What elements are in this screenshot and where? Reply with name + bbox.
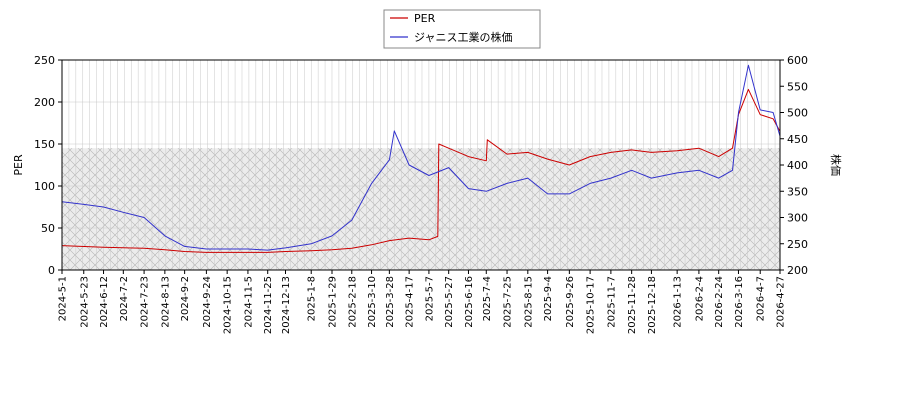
x-tick-label: 2024-5-23 <box>79 276 90 328</box>
x-tick-label: 2025-8-15 <box>523 276 534 328</box>
x-tick-label: 2024-12-13 <box>281 276 292 334</box>
y-right-axis-label: 株価 <box>829 154 843 176</box>
x-tick-label: 2026-4-7 <box>756 276 767 321</box>
x-tick-label: 2024-5-1 <box>58 276 69 321</box>
legend-box <box>383 9 541 49</box>
y-right-tick-label: 350 <box>787 185 808 198</box>
x-tick-label: 2024-8-13 <box>160 276 171 328</box>
x-tick-label: 2025-10-17 <box>586 276 597 334</box>
x-tick-label: 2025-7-25 <box>503 276 514 328</box>
y-right-tick-label: 250 <box>787 238 808 251</box>
x-tick-label: 2025-3-28 <box>385 276 396 328</box>
x-ticks: 2024-5-1 2024-5-23 2024-6-12 2024-7-2 2024-7… <box>58 270 787 334</box>
y-left-tick-label: 200 <box>34 96 55 109</box>
series-line-price <box>62 64 780 251</box>
y-right-tick-label: 450 <box>787 133 808 146</box>
y-left-tick-label: 50 <box>41 222 55 235</box>
x-tick-label: 2026-3-16 <box>734 276 745 328</box>
y-left-tick-label: 250 <box>34 54 55 67</box>
x-tick-label: 2025-2-18 <box>347 276 358 328</box>
x-tick-label: 2024-6-12 <box>99 276 110 328</box>
x-tick-label: 2024-7-23 <box>140 276 151 328</box>
x-tick-label: 2024-11-5 <box>243 276 254 328</box>
y-right-tick-label: 400 <box>787 159 808 172</box>
x-tick-label: 2026-1-13 <box>673 276 684 328</box>
y-right-ticks: 200 250 300 350 400 450 500 550 600 <box>780 54 808 277</box>
x-tick-label: 2024-9-24 <box>202 276 213 328</box>
x-tick-label: 2024-7-2 <box>119 276 130 321</box>
series-line-per <box>62 88 780 253</box>
x-tick-label: 2025-6-16 <box>464 276 475 328</box>
legend-label-price: ジャニス工業の株価 <box>414 30 512 44</box>
x-tick-label: 2025-5-27 <box>444 276 455 328</box>
y-right-tick-label: 550 <box>787 80 808 93</box>
x-tick-label: 2025-4-17 <box>405 276 416 328</box>
series-layer <box>62 64 780 253</box>
x-tick-label: 2025-5-7 <box>424 276 435 321</box>
x-tick-label: 2024-9-2 <box>180 276 191 321</box>
x-tick-label: 2025-9-4 <box>543 276 554 321</box>
shaded-band <box>62 148 780 270</box>
y-left-tick-label: 150 <box>34 138 55 151</box>
y-left-tick-label: 0 <box>48 264 55 277</box>
x-tick-label: 2026-4-27 <box>776 276 787 328</box>
y-right-tick-label: 500 <box>787 107 808 120</box>
grid <box>61 59 780 271</box>
x-tick-label: 2025-1-29 <box>327 276 338 328</box>
x-tick-label: 2025-11-7 <box>606 276 617 328</box>
x-tick-label: 2025-11-28 <box>627 276 638 334</box>
x-tick-label: 2024-10-15 <box>223 276 234 334</box>
x-tick-label: 2025-12-18 <box>647 276 658 334</box>
y-right-tick-label: 200 <box>787 264 808 277</box>
x-tick-label: 2025-9-26 <box>565 276 576 328</box>
y-left-ticks: 0 50 100 150 200 250 <box>34 54 62 277</box>
x-tick-label: 2025-3-10 <box>367 276 378 328</box>
x-tick-label: 2025-1-8 <box>307 276 318 321</box>
x-tick-label: 2026-2-4 <box>694 276 705 321</box>
x-tick-label: 2025-7-4 <box>482 276 493 321</box>
legend: PER ジャニス工業の株価 <box>383 9 541 49</box>
y-left-axis-label: PER <box>12 154 25 176</box>
x-tick-label: 2024-11-25 <box>263 276 274 334</box>
y-right-tick-label: 300 <box>787 212 808 225</box>
y-right-tick-label: 600 <box>787 54 808 67</box>
y-left-tick-label: 100 <box>34 180 55 193</box>
band-hatch <box>62 148 780 270</box>
legend-label-per: PER <box>414 12 436 25</box>
x-tick-label: 2026-2-24 <box>714 276 725 328</box>
